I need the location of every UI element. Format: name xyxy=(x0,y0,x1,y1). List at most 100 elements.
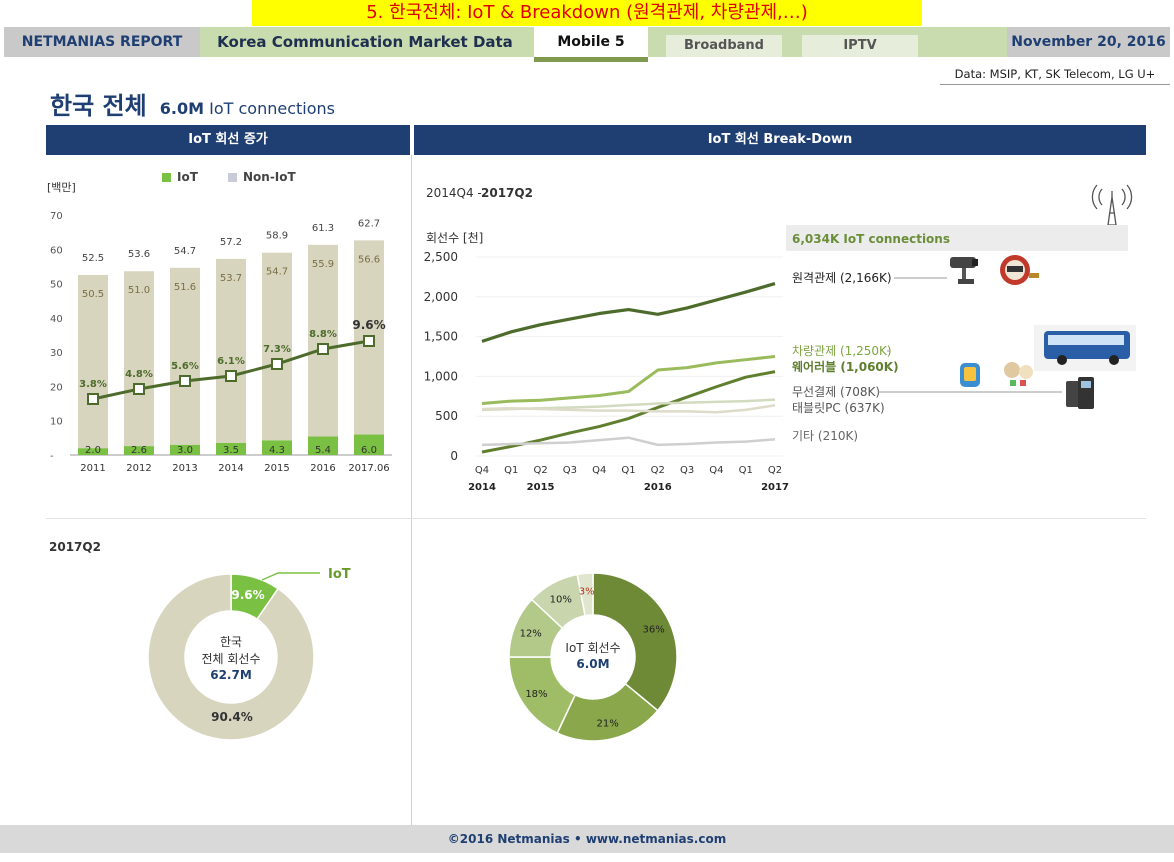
bar-label-iot: 4.3 xyxy=(269,445,285,456)
legend-label-iot: IoT xyxy=(177,170,199,184)
donut-slice-label: 3% xyxy=(579,586,595,597)
y-tick-label: 60 xyxy=(50,245,63,256)
bar-non-iot xyxy=(216,258,246,443)
iot-share-marker xyxy=(179,375,191,387)
bar-label-iot: 6.0 xyxy=(361,445,377,456)
iot-share-label: 3.8% xyxy=(79,379,107,390)
bar-non-iot xyxy=(124,271,154,447)
y-tick-label: 40 xyxy=(50,314,63,325)
cctv-camera-icon xyxy=(950,257,978,284)
x-tick-label: Q4 xyxy=(592,465,606,476)
y-tick-label: 10 xyxy=(50,417,63,428)
x-tick-label: 2012 xyxy=(126,463,151,474)
bus-icon xyxy=(1034,325,1136,371)
legend-swatch-iot xyxy=(162,173,171,182)
donut-slice-label: 18% xyxy=(525,689,547,700)
y-tick-label: 70 xyxy=(50,211,63,222)
legend-label-non-iot: Non-IoT xyxy=(243,170,297,184)
period-label: 2014Q4 - xyxy=(426,186,482,200)
x-tick-label: 2017.06 xyxy=(348,463,389,474)
bar-label-non-iot: 54.7 xyxy=(266,267,288,278)
iot-category-donut-chart: 36% 21% 18% 12% 10% 3% IoT 회선수 6.0M xyxy=(508,572,678,742)
bar-non-iot xyxy=(170,267,200,445)
vertical-divider xyxy=(411,155,412,825)
donut-slice-label: 36% xyxy=(643,624,665,635)
series-label: 무선결제 (708K) xyxy=(792,385,880,399)
iot-share-marker xyxy=(133,383,145,395)
line-series xyxy=(481,370,776,454)
iot-share-label: 5.6% xyxy=(171,361,199,372)
x-tick-label: Q4 xyxy=(475,465,489,476)
panel-title-breakdown: IoT 회선 Break-Down xyxy=(414,125,1146,155)
total-connections-box xyxy=(786,225,1128,251)
line-series xyxy=(481,436,776,447)
report-date: November 20, 2016 xyxy=(1007,27,1170,57)
iot-share-donut-chart: 2017Q2 9.6% 90.4% IoT 한국전체 회선수 62.7M xyxy=(49,540,351,741)
y-axis-label: 회선수 [천] xyxy=(426,230,483,245)
bar-iot xyxy=(262,440,292,455)
tab-mobile[interactable]: Mobile 5 xyxy=(534,27,648,57)
bar-label-iot: 2.0 xyxy=(85,445,101,456)
donut-slice xyxy=(592,572,678,712)
x-tick-label: Q1 xyxy=(621,465,635,476)
bar-label-iot: 2.6 xyxy=(131,445,147,456)
tab-iptv[interactable]: IPTV xyxy=(802,35,918,57)
x-year-label: 2015 xyxy=(527,482,555,493)
iot-share-marker xyxy=(87,393,99,405)
iot-share-label: 7.3% xyxy=(263,344,291,355)
y-tick-label: 2,000 xyxy=(424,290,458,304)
bar-total-label: 52.5 xyxy=(82,253,104,264)
report-label: NETMANIAS REPORT xyxy=(4,27,200,57)
bar-total-label: 57.2 xyxy=(220,237,242,248)
iot-share-marker xyxy=(317,343,329,355)
bar-iot xyxy=(170,444,200,455)
y-tick-label: - xyxy=(50,451,54,462)
y-tick-label: 500 xyxy=(435,409,458,423)
y-tick-label: 0 xyxy=(450,449,458,463)
series-label: 차량관제 (1,250K) xyxy=(792,344,892,358)
bar-label-non-iot: 53.7 xyxy=(220,273,242,284)
donut-slice-label: 9.6% xyxy=(231,588,264,602)
iot-share-marker xyxy=(271,358,283,370)
donut-slice-label: 12% xyxy=(520,628,542,639)
period-label-bold: 2017Q2 xyxy=(481,186,533,200)
tab-mobile-underline xyxy=(534,57,648,62)
page-title: 한국 전체 6.0M IoT connections xyxy=(50,86,335,121)
tab-broadband[interactable]: Broadband xyxy=(666,35,782,57)
legend-swatch-non-iot xyxy=(228,173,237,182)
y-tick-label: 50 xyxy=(50,280,63,291)
payment-terminal-icon xyxy=(1066,377,1094,409)
header-bar: NETMANIAS REPORT Korea Communication Mar… xyxy=(4,27,1170,62)
x-tick-label: Q1 xyxy=(739,465,753,476)
donut-slice xyxy=(147,573,315,741)
y-tick-label: 20 xyxy=(50,382,63,393)
iot-share-label: 9.6% xyxy=(352,318,385,332)
x-tick-label: Q1 xyxy=(504,465,518,476)
bar-label-non-iot: 55.9 xyxy=(312,259,334,270)
x-tick-label: Q2 xyxy=(533,465,547,476)
iot-growth-bar-chart: [백만] - 10 20 30 40 50 60 70 IoT Non-IoT 2.0 50.5 52.5… xyxy=(47,170,392,474)
iot-share-marker xyxy=(363,335,375,347)
bar-total-label: 54.7 xyxy=(174,246,196,257)
market-label: Korea Communication Market Data xyxy=(217,33,513,51)
x-year-label: 2016 xyxy=(644,482,672,493)
x-tick-label: 2011 xyxy=(80,463,105,474)
x-year-label: 2017 xyxy=(761,482,789,493)
gas-meter-icon xyxy=(1000,255,1039,285)
bar-total-label: 61.3 xyxy=(312,223,334,234)
bar-label-non-iot: 51.6 xyxy=(174,282,196,293)
donut-slice-label: 90.4% xyxy=(211,710,253,724)
bar-iot xyxy=(308,436,338,455)
bar-label-non-iot: 56.6 xyxy=(358,254,380,265)
bar-iot xyxy=(354,434,384,455)
donut-slice-label: 21% xyxy=(596,718,618,729)
donut-callout-line xyxy=(261,572,320,581)
bar-non-iot xyxy=(262,252,292,441)
x-tick-label: Q3 xyxy=(563,465,577,476)
y-axis-label: [백만] xyxy=(47,181,76,194)
iot-share-marker xyxy=(225,370,237,382)
page-title-main: 한국 전체 xyxy=(50,92,147,120)
panel-title-iot-growth: IoT 회선 증가 xyxy=(46,125,410,155)
antenna-tower-icon xyxy=(1091,184,1133,240)
